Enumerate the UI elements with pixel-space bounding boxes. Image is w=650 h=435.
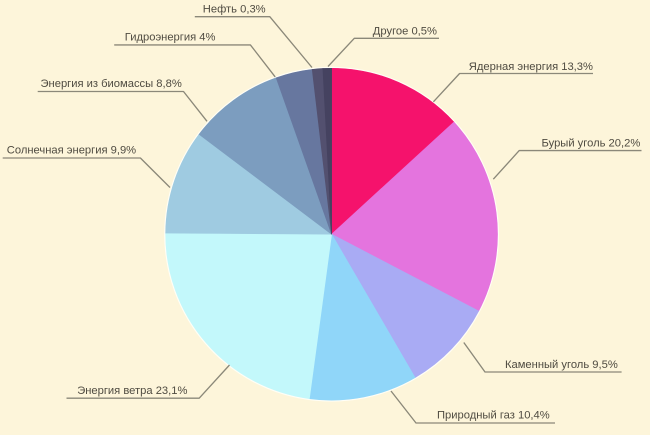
svg-text:Другое 0,5%: Другое 0,5% — [373, 25, 437, 37]
svg-text:Энергия ветра 23,1%: Энергия ветра 23,1% — [77, 385, 187, 397]
svg-text:Природный газ 10,4%: Природный газ 10,4% — [437, 409, 550, 421]
svg-text:Нефть 0,3%: Нефть 0,3% — [203, 4, 266, 16]
svg-text:Солнечная энергия 9,9%: Солнечная энергия 9,9% — [7, 144, 136, 156]
svg-text:Гидроэнергия 4%: Гидроэнергия 4% — [125, 31, 216, 43]
svg-text:Ядерная энергия 13,3%: Ядерная энергия 13,3% — [469, 61, 593, 73]
svg-text:Энергия из биомассы 8,8%: Энергия из биомассы 8,8% — [41, 78, 182, 90]
svg-text:Каменный уголь 9,5%: Каменный уголь 9,5% — [505, 359, 618, 371]
svg-text:Бурый уголь 20,2%: Бурый уголь 20,2% — [542, 137, 641, 149]
